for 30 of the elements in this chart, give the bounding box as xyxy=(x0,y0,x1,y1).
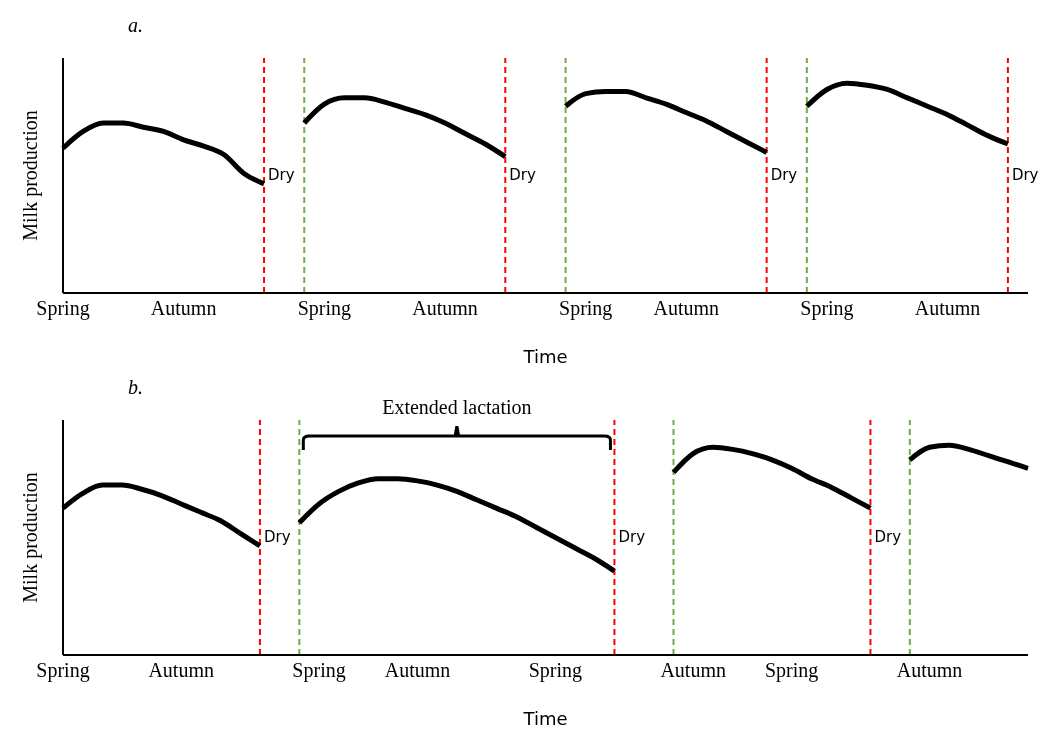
x-tick-label: Spring xyxy=(292,659,346,683)
x-tick-label: Autumn xyxy=(148,659,214,682)
x-tick-label: Spring xyxy=(36,297,90,321)
x-tick-label: Spring xyxy=(765,659,819,683)
x-tick-label: Spring xyxy=(559,297,613,321)
annotation: Dry xyxy=(509,166,537,185)
x-tick-label: Autumn xyxy=(660,659,726,682)
annotation: Dry xyxy=(770,166,798,185)
x-tick-label: Spring xyxy=(297,297,352,321)
chart-title: b. xyxy=(128,376,143,399)
x-tick-label: Spring xyxy=(36,659,90,683)
x-tick-label: Autumn xyxy=(150,297,217,320)
annotation: Dry xyxy=(263,528,291,547)
annotation: Dry xyxy=(1011,166,1039,185)
x-tick-label: Autumn xyxy=(653,297,720,320)
y-axis-title: Milk production xyxy=(19,472,43,603)
annotation: Dry xyxy=(618,528,646,547)
x-tick-label: Spring xyxy=(528,659,583,683)
annotation: Dry xyxy=(874,528,902,547)
chart-title: a. xyxy=(128,14,143,37)
annotation: Dry xyxy=(268,166,295,185)
x-tick-label: Spring xyxy=(800,297,854,321)
y-axis-title: Milk production xyxy=(19,110,43,241)
text: Extended lactation xyxy=(382,396,532,418)
x-tick-label: Autumn xyxy=(384,659,451,682)
x-axis-title: Time xyxy=(522,708,568,729)
x-axis-title: Time xyxy=(522,346,568,367)
x-tick-label: Autumn xyxy=(412,297,478,320)
x-tick-label: Autumn xyxy=(914,297,981,320)
x-tick-label: Autumn xyxy=(896,659,963,682)
